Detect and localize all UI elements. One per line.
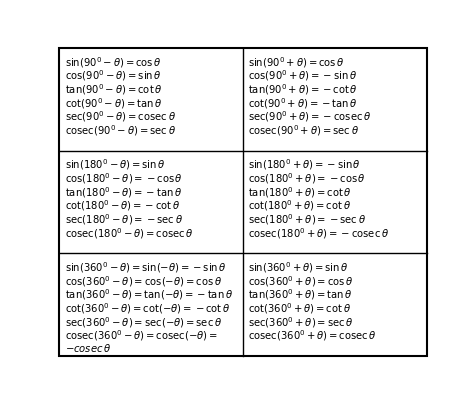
Text: $\sec(360^{0}-\theta)=\sec(-\theta)=\sec\theta$: $\sec(360^{0}-\theta)=\sec(-\theta)=\sec… [65,315,222,330]
Text: $\cos(180^{0}-\theta)=-\cos\theta$: $\cos(180^{0}-\theta)=-\cos\theta$ [65,171,182,186]
Text: $\cot(360^{0}-\theta)=\cot(-\theta)=-\cot\theta$: $\cot(360^{0}-\theta)=\cot(-\theta)=-\co… [65,301,230,316]
Text: $\sec(180^{0}+\theta)=-\sec\theta$: $\sec(180^{0}+\theta)=-\sec\theta$ [248,212,366,227]
Text: $\cot(360^{0}+\theta)=\cot\theta$: $\cot(360^{0}+\theta)=\cot\theta$ [248,301,352,316]
Text: $\sin(180^{0}+\theta)=-\sin\theta$: $\sin(180^{0}+\theta)=-\sin\theta$ [248,158,361,172]
Text: $\tan(90^{0}+\theta)=-\cot\theta$: $\tan(90^{0}+\theta)=-\cot\theta$ [248,82,358,97]
Text: $\tan(360^{0}+\theta)=\tan\theta$: $\tan(360^{0}+\theta)=\tan\theta$ [248,288,353,302]
Text: $\sin(180^{0}-\theta)=\sin\theta$: $\sin(180^{0}-\theta)=\sin\theta$ [65,158,165,172]
Text: $\tan(90^{0}-\theta)=\cot\theta$: $\tan(90^{0}-\theta)=\cot\theta$ [65,82,162,97]
Text: $\cot(90^{0}-\theta)=\tan\theta$: $\cot(90^{0}-\theta)=\tan\theta$ [65,96,162,110]
Text: $\cos(180^{0}+\theta)=-\cos\theta$: $\cos(180^{0}+\theta)=-\cos\theta$ [248,171,366,186]
Text: $\sec(90^{0}-\theta)=\mathrm{cosec}\,\theta$: $\sec(90^{0}-\theta)=\mathrm{cosec}\,\th… [65,109,176,124]
Text: $\mathrm{cosec}(90^{0}+\theta)=\sec\theta$: $\mathrm{cosec}(90^{0}+\theta)=\sec\thet… [248,123,359,138]
Text: $\tan(360^{0}-\theta)=\tan(-\theta)=-\tan\theta$: $\tan(360^{0}-\theta)=\tan(-\theta)=-\ta… [65,288,233,302]
Text: $\mathrm{cosec}(180^{0}-\theta)=\mathrm{cosec}\,\theta$: $\mathrm{cosec}(180^{0}-\theta)=\mathrm{… [65,226,194,240]
Text: $\sin(360^{0}-\theta)=\sin(-\theta)=-\sin\theta$: $\sin(360^{0}-\theta)=\sin(-\theta)=-\si… [65,260,227,275]
Text: $\mathrm{cosec}(180^{0}+\theta)=-\mathrm{cosec}\,\theta$: $\mathrm{cosec}(180^{0}+\theta)=-\mathrm… [248,226,390,240]
Text: $\sin(90^{0}-\theta)=\cos\theta$: $\sin(90^{0}-\theta)=\cos\theta$ [65,55,162,70]
Text: $\sin(90^{0}+\theta)=\cos\theta$: $\sin(90^{0}+\theta)=\cos\theta$ [248,55,345,70]
Text: $\mathrm{cosec}(90^{0}-\theta)=\sec\theta$: $\mathrm{cosec}(90^{0}-\theta)=\sec\thet… [65,123,176,138]
Text: $\cos(360^{0}-\theta)=\cos(-\theta)=\cos\theta$: $\cos(360^{0}-\theta)=\cos(-\theta)=\cos… [65,274,222,288]
Text: $\tan(180^{0}-\theta)=-\tan\theta$: $\tan(180^{0}-\theta)=-\tan\theta$ [65,185,182,200]
Text: $\cos(90^{0}-\theta)=\sin\theta$: $\cos(90^{0}-\theta)=\sin\theta$ [65,68,162,83]
Text: $\mathrm{cosec}(360^{0}+\theta)=\mathrm{cosec}\,\theta$: $\mathrm{cosec}(360^{0}+\theta)=\mathrm{… [248,328,377,343]
Text: $\sec(90^{0}+\theta)=-\mathrm{cosec}\,\theta$: $\sec(90^{0}+\theta)=-\mathrm{cosec}\,\t… [248,109,372,124]
Text: $\cot(180^{0}+\theta)=\cot\theta$: $\cot(180^{0}+\theta)=\cot\theta$ [248,198,352,213]
Text: $-\mathit{cosec}\,\theta$: $-\mathit{cosec}\,\theta$ [65,342,111,354]
Text: $\sec(360^{0}+\theta)=\sec\theta$: $\sec(360^{0}+\theta)=\sec\theta$ [248,315,354,330]
Text: $\tan(180^{0}+\theta)=\cot\theta$: $\tan(180^{0}+\theta)=\cot\theta$ [248,185,352,200]
Text: $\sec(180^{0}-\theta)=-\sec\theta$: $\sec(180^{0}-\theta)=-\sec\theta$ [65,212,182,227]
Text: $\cos(360^{0}+\theta)=\cos\theta$: $\cos(360^{0}+\theta)=\cos\theta$ [248,274,354,288]
Text: $\cot(180^{0}-\theta)=-\cot\theta$: $\cot(180^{0}-\theta)=-\cot\theta$ [65,198,180,213]
Text: $\cos(90^{0}+\theta)=-\sin\theta$: $\cos(90^{0}+\theta)=-\sin\theta$ [248,68,357,83]
Text: $\cot(90^{0}+\theta)=-\tan\theta$: $\cot(90^{0}+\theta)=-\tan\theta$ [248,96,358,110]
Text: $\mathrm{cosec}(360^{0}-\theta)=\mathrm{cosec}(-\theta)=$: $\mathrm{cosec}(360^{0}-\theta)=\mathrm{… [65,328,218,343]
Text: $\sin(360^{0}+\theta)=\sin\theta$: $\sin(360^{0}+\theta)=\sin\theta$ [248,260,349,275]
